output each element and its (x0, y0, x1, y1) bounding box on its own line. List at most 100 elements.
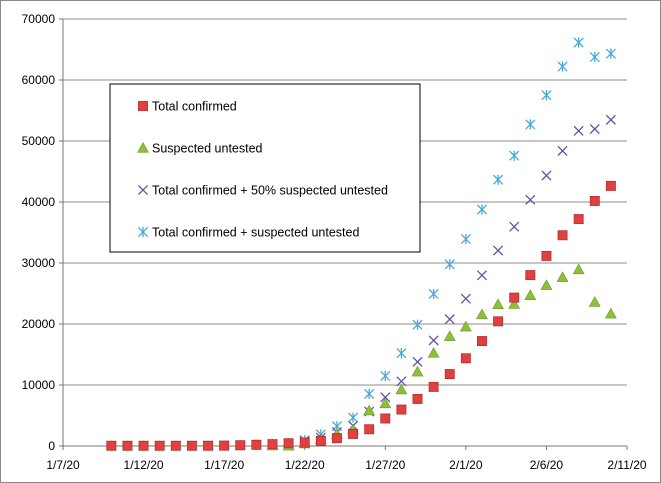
point-square (364, 424, 375, 435)
y-tick-label: 0 (48, 439, 55, 453)
point-star (412, 319, 423, 330)
point-triangle (588, 296, 601, 307)
point-square (299, 437, 310, 448)
point-star (605, 48, 616, 59)
point-x (557, 145, 568, 156)
y-tick-label: 60000 (22, 73, 56, 87)
x-tick-label: 1/17/20 (204, 458, 244, 472)
point-x (509, 221, 520, 232)
point-square (138, 440, 149, 451)
point-triangle (411, 365, 424, 377)
legend-box (109, 83, 421, 253)
point-triangle (604, 307, 617, 319)
point-square (509, 292, 520, 303)
point-square (219, 440, 230, 451)
point-star (428, 288, 439, 300)
point-x (460, 293, 471, 304)
point-square (235, 440, 246, 451)
point-square (203, 440, 213, 451)
point-triangle (427, 347, 440, 358)
x-tick-label: 1/27/20 (365, 458, 405, 472)
point-square (106, 440, 117, 451)
point-square (396, 404, 407, 415)
point-star (493, 174, 504, 185)
point-square (186, 440, 197, 451)
legend: Total confirmed Suspected untested Total c… (109, 83, 421, 253)
legend-label: Total confirmed + 50% suspected untested (152, 184, 388, 198)
point-x (412, 356, 423, 367)
point-star (347, 412, 359, 423)
point-star (396, 348, 407, 359)
point-square (122, 440, 133, 451)
point-x (541, 170, 552, 181)
point-square (477, 336, 487, 346)
x-tick-label: 1/7/20 (46, 458, 80, 472)
point-x (525, 194, 536, 205)
x-tick-label: 2/1/20 (449, 458, 483, 472)
point-square (170, 440, 181, 451)
point-star (476, 204, 488, 215)
point-star (557, 61, 568, 72)
point-square (283, 438, 294, 449)
point-square (573, 214, 584, 225)
point-x (380, 392, 391, 403)
point-square (525, 270, 536, 281)
point-star (525, 119, 536, 130)
point-star (444, 259, 455, 270)
point-triangle (508, 298, 521, 309)
legend-label: Suspected untested (152, 142, 263, 156)
point-x (493, 245, 504, 256)
point-square (315, 435, 326, 446)
point-square (460, 353, 471, 364)
point-square (267, 439, 278, 450)
point-square (589, 196, 600, 206)
point-star (509, 150, 520, 161)
point-triangle (524, 289, 537, 300)
tick-labels: 0 10000 20000 30000 40000 50000 60000 70000 1/7/… (22, 12, 647, 472)
y-tick-label: 50000 (22, 134, 56, 148)
x-tick-label: 2/11/20 (607, 458, 646, 472)
point-star (380, 370, 391, 382)
legend-marker (137, 141, 149, 153)
data-points (106, 37, 617, 451)
point-square (412, 394, 423, 404)
legend-label: Total confirmed + suspected untested (152, 226, 359, 240)
point-triangle (459, 320, 472, 332)
point-star (364, 388, 375, 400)
point-x (476, 270, 488, 281)
point-square (444, 369, 455, 380)
point-triangle (540, 279, 553, 290)
point-triangle (395, 383, 408, 395)
y-tick-label: 40000 (22, 195, 56, 209)
x-tick-label: 1/22/20 (285, 458, 325, 472)
y-tick-label: 30000 (22, 256, 56, 270)
point-star (589, 51, 600, 63)
point-square (541, 250, 552, 261)
point-x (444, 314, 455, 325)
point-square (154, 440, 165, 451)
point-star (460, 233, 471, 245)
point-triangle (379, 397, 392, 409)
point-triangle (476, 308, 488, 320)
point-square (428, 381, 439, 392)
point-triangle (492, 298, 504, 310)
point-triangle (572, 263, 585, 275)
legend-marker (137, 226, 149, 238)
point-square (348, 429, 359, 439)
point-square (605, 180, 616, 191)
y-tick-label: 20000 (22, 317, 56, 331)
point-triangle (556, 271, 569, 282)
point-x (428, 335, 439, 346)
point-square (331, 433, 342, 444)
point-x (396, 376, 407, 387)
legend-label: Total confirmed (152, 100, 237, 114)
point-square (380, 413, 391, 424)
legend-marker (137, 184, 149, 196)
point-triangle (363, 404, 376, 416)
point-x (605, 114, 616, 125)
point-x (573, 125, 584, 136)
point-square (557, 230, 568, 241)
point-star (573, 37, 584, 48)
y-tick-label: 70000 (22, 12, 56, 26)
point-star (541, 90, 552, 101)
